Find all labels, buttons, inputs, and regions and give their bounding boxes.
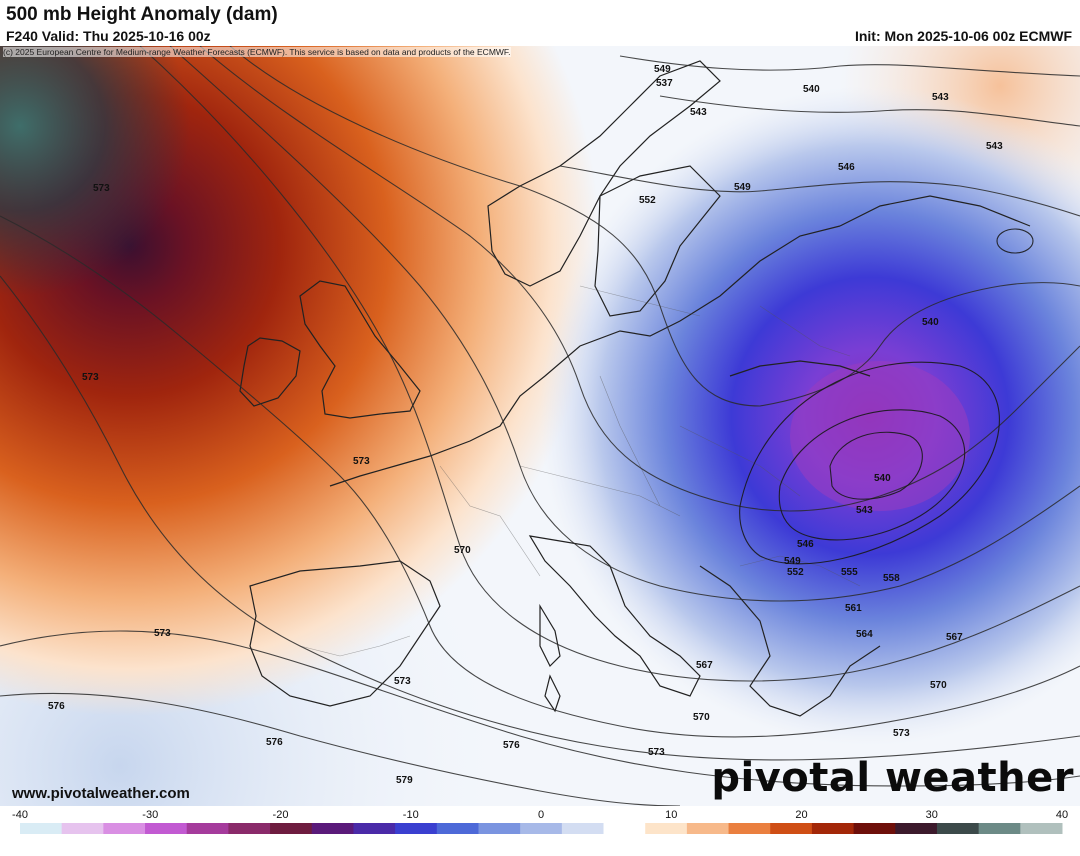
colorbar-swatch [145, 823, 188, 834]
contour-label: 543 [856, 505, 873, 516]
contour-label: 549 [784, 556, 801, 567]
colorbar-swatch [61, 823, 104, 834]
contour-label: 543 [986, 141, 1003, 152]
colorbar-swatch [478, 823, 521, 834]
colorbar-swatch [311, 823, 354, 834]
contour-label: 567 [696, 660, 713, 671]
contour-label: 573 [648, 747, 665, 758]
contour-label: 552 [639, 195, 656, 206]
contour-label: 570 [930, 680, 947, 691]
colorbar-swatch [436, 823, 479, 834]
header: 500 mb Height Anomaly (dam) F240 Valid: … [0, 0, 1080, 46]
colorbar: -40 -30 -20 -10 0 10 20 30 40 [0, 806, 1080, 851]
colorbar-tick-label: 10 [665, 809, 677, 821]
colorbar-tick-label: 0 [538, 809, 544, 821]
contour-label: 549 [734, 182, 751, 193]
low-core [790, 361, 970, 511]
contour-label: 573 [154, 628, 171, 639]
colorbar-tick-label: 30 [926, 809, 938, 821]
contour-label: 567 [946, 632, 963, 643]
colorbar-swatch [395, 823, 438, 834]
height-contours [0, 46, 1080, 806]
contour-label: 558 [883, 573, 900, 584]
contour-label: 540 [922, 317, 939, 328]
country-borders [299, 285, 861, 657]
contour-label: 537 [656, 78, 673, 89]
contour-label: 543 [690, 107, 707, 118]
colorbar-ticks: -40 -30 -20 -10 0 10 20 30 40 [12, 809, 1068, 821]
colorbar-tick-label: 40 [1056, 809, 1068, 821]
contour-label: 573 [93, 183, 110, 194]
contour-label: 573 [82, 372, 99, 383]
colorbar-tick-label: -40 [12, 809, 28, 821]
contour-labels: 549 537 540 543 543 543 546 549 552 573 … [48, 64, 1003, 786]
colorbar-swatch [895, 823, 938, 834]
contour-label: 555 [841, 567, 858, 578]
contour-label: 576 [48, 701, 65, 712]
colorbar-swatch [686, 823, 730, 834]
low-contours [739, 228, 1034, 565]
contour-label: 570 [693, 712, 710, 723]
colorbar-swatch [353, 823, 396, 834]
contour-label: 573 [893, 728, 910, 739]
contour-label: 576 [503, 740, 520, 751]
contour-label: 546 [797, 539, 814, 550]
contour-label: 561 [845, 603, 862, 614]
colorbar-swatch [853, 823, 896, 834]
contour-label: 579 [396, 775, 413, 786]
colorbar-tick-label: -10 [403, 809, 419, 821]
contour-label: 540 [874, 473, 891, 484]
colorbar-swatch [770, 823, 813, 834]
contour-label: 552 [787, 567, 804, 578]
map-title: 500 mb Height Anomaly (dam) [6, 4, 278, 25]
contour-label: 570 [454, 545, 471, 556]
contour-label: 543 [932, 92, 949, 103]
colorbar-swatch [270, 823, 313, 834]
colorbar-swatches [20, 823, 1063, 834]
contour-label: 546 [838, 162, 855, 173]
contour-label: 549 [654, 64, 671, 75]
colorbar-swatch [728, 823, 771, 834]
colorbar-tick-label: -30 [142, 809, 158, 821]
colorbar-swatch [1020, 823, 1063, 834]
valid-time: F240 Valid: Thu 2025-10-16 00z [6, 28, 211, 44]
anomaly-map[interactable]: 549 537 540 543 543 543 546 549 552 573 … [0, 46, 1080, 806]
colorbar-swatch [978, 823, 1021, 834]
colorbar-tick-label: 20 [795, 809, 807, 821]
colorbar-swatch [228, 823, 271, 834]
coastlines [239, 60, 1031, 717]
contour-label: 564 [856, 629, 873, 640]
colorbar-swatch [186, 823, 229, 834]
colorbar-swatch [603, 823, 646, 834]
colorbar-swatch [103, 823, 146, 834]
brand-logo: pivotal weather [711, 755, 1074, 801]
contour-label: 576 [266, 737, 283, 748]
colorbar-swatch [520, 823, 563, 834]
contour-label: 573 [353, 456, 370, 467]
colorbar-swatch [561, 823, 605, 834]
contour-label: 573 [394, 676, 411, 687]
colorbar-swatch [811, 823, 855, 834]
contour-label: 540 [803, 84, 820, 95]
copyright-notice: (c) 2025 European Centre for Medium-rang… [3, 47, 511, 57]
init-time: Init: Mon 2025-10-06 00z ECMWF [854, 28, 1072, 44]
colorbar-swatch [936, 823, 980, 834]
colorbar-swatch [20, 823, 63, 834]
site-url[interactable]: www.pivotalweather.com [12, 785, 190, 802]
colorbar-tick-label: -20 [273, 809, 289, 821]
colorbar-swatch [645, 823, 688, 834]
